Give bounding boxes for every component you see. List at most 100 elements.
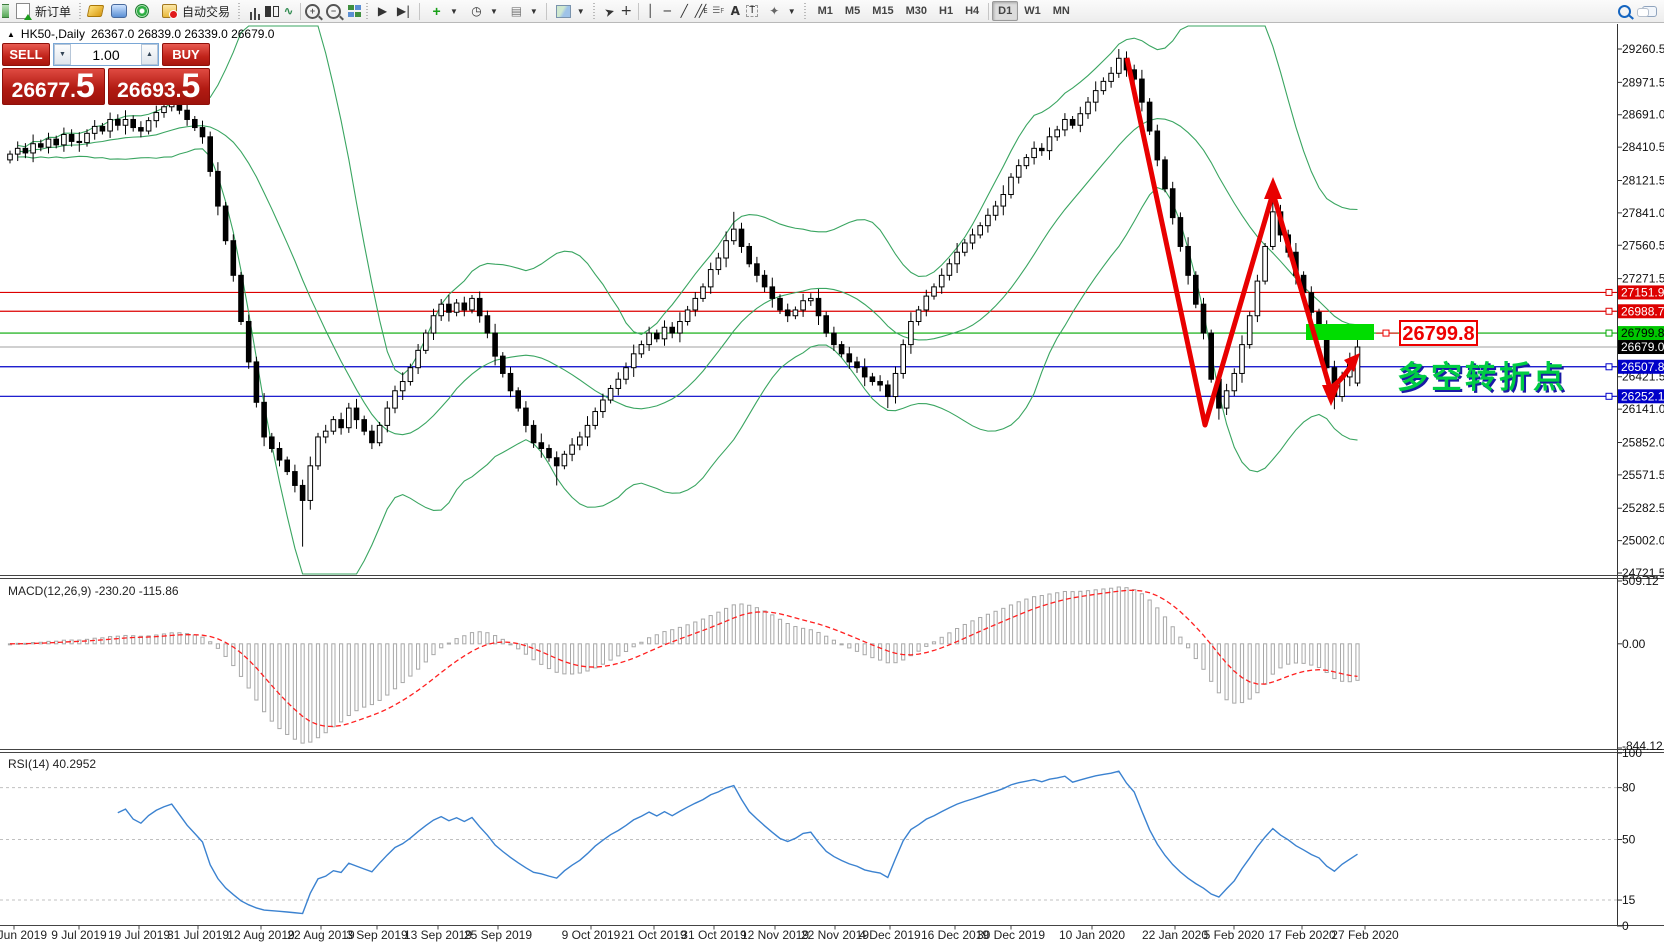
timeframe-m1[interactable]: M1 bbox=[817, 5, 833, 17]
fibonacci-icon[interactable]: ☰ F bbox=[712, 5, 725, 16]
macd-bar bbox=[854, 643, 860, 652]
macd-bar bbox=[485, 632, 490, 645]
chart-profile-button[interactable]: ▼ bbox=[550, 0, 590, 22]
autotrading-button[interactable]: 自动交易 bbox=[156, 0, 235, 22]
chart-shift-icon[interactable]: ▶| bbox=[396, 4, 411, 18]
candle bbox=[738, 222, 745, 253]
bollinger-lower bbox=[17, 148, 1358, 575]
sell-button[interactable]: SELL bbox=[2, 43, 50, 66]
candle bbox=[14, 141, 21, 162]
timeframe-h1[interactable]: H1 bbox=[939, 5, 954, 17]
vertical-line-icon[interactable]: │ bbox=[646, 4, 654, 18]
mql5-community-icon[interactable] bbox=[110, 3, 127, 20]
macd-bar bbox=[554, 643, 559, 673]
metaeditor-icon[interactable] bbox=[86, 3, 105, 20]
line-endpoint-marker[interactable] bbox=[1605, 363, 1613, 371]
crosshair-icon[interactable]: + bbox=[620, 3, 633, 19]
line-chart-icon[interactable]: ∿ bbox=[283, 4, 294, 18]
candle bbox=[569, 438, 575, 462]
candle bbox=[492, 323, 498, 366]
trendline-icon[interactable]: ╱ bbox=[680, 4, 688, 18]
line-endpoint-marker[interactable] bbox=[1605, 329, 1613, 337]
svg-text:12 Nov 2019: 12 Nov 2019 bbox=[741, 928, 809, 942]
volume-decrease-button[interactable]: ▼ bbox=[54, 44, 71, 65]
signals-icon[interactable] bbox=[133, 3, 150, 20]
svg-text:13 Sep 2019: 13 Sep 2019 bbox=[404, 928, 472, 942]
line-endpoint-marker[interactable] bbox=[1605, 307, 1613, 315]
candle bbox=[954, 243, 960, 274]
timeframe-d1[interactable]: D1 bbox=[992, 1, 1019, 21]
volume-input[interactable] bbox=[71, 44, 141, 65]
zoom-out-icon[interactable]: − bbox=[325, 3, 342, 20]
price-callout-box[interactable] bbox=[1399, 320, 1478, 346]
svg-text:27271.5: 27271.5 bbox=[1622, 272, 1664, 286]
candle bbox=[600, 393, 606, 418]
horizontal-line-icon[interactable]: ─ bbox=[663, 4, 671, 18]
macd-bar bbox=[901, 643, 906, 661]
sell-price-button[interactable]: 26677. 5 bbox=[2, 68, 105, 105]
candle bbox=[361, 415, 367, 436]
buy-button[interactable]: BUY bbox=[162, 43, 210, 66]
rsi-label: RSI(14) 40.2952 bbox=[8, 757, 96, 771]
macd-bar bbox=[1109, 587, 1114, 645]
timeframe-h4[interactable]: H4 bbox=[965, 5, 980, 17]
tile-windows-icon[interactable] bbox=[346, 3, 363, 20]
candlestick-chart-icon[interactable] bbox=[263, 3, 280, 20]
macd-bar bbox=[362, 643, 367, 708]
svg-text:30 Dec 2019: 30 Dec 2019 bbox=[977, 928, 1045, 942]
svg-text:31 Jul 2019: 31 Jul 2019 bbox=[167, 928, 229, 942]
indicators-button[interactable]: + ▼ bbox=[423, 0, 463, 22]
line-endpoint-marker[interactable] bbox=[1605, 288, 1613, 296]
turning-point-annotation[interactable]: 多空转折点 bbox=[1397, 360, 1567, 395]
new-order-button[interactable]: 新订单 bbox=[9, 0, 76, 22]
cursor-icon[interactable]: ➤ bbox=[602, 2, 616, 20]
candle bbox=[623, 362, 629, 385]
line-endpoint-marker[interactable] bbox=[1605, 392, 1613, 400]
timeframe-m15[interactable]: M15 bbox=[872, 5, 894, 17]
macd-bar bbox=[462, 635, 467, 645]
timeframe-m30[interactable]: M30 bbox=[905, 5, 928, 17]
chat-icon[interactable] bbox=[1637, 3, 1658, 20]
search-icon[interactable] bbox=[1616, 3, 1633, 20]
zoom-in-icon[interactable]: + bbox=[304, 3, 321, 20]
svg-text:3 Sep 2019: 3 Sep 2019 bbox=[346, 928, 408, 942]
collapse-triangle-icon[interactable]: ▲ bbox=[7, 29, 15, 39]
candle bbox=[1100, 77, 1107, 95]
volume-increase-button[interactable]: ▲ bbox=[141, 44, 158, 65]
equidistant-channel-icon[interactable]: ╱╱ E bbox=[694, 4, 708, 18]
candle bbox=[1092, 81, 1099, 112]
text-icon[interactable]: A bbox=[730, 4, 740, 18]
trend-zigzag-line[interactable] bbox=[1124, 57, 1334, 428]
buy-price-button[interactable]: 26693. 5 bbox=[107, 68, 210, 105]
arrows-button[interactable]: ✦ ▼ bbox=[761, 0, 801, 22]
bar-chart-icon[interactable] bbox=[246, 3, 263, 20]
candle bbox=[107, 112, 113, 138]
macd-bar bbox=[831, 639, 836, 645]
timeframe-mn[interactable]: MN bbox=[1052, 5, 1070, 17]
candle bbox=[376, 421, 383, 447]
toolbar-separator bbox=[419, 2, 421, 20]
macd-bar bbox=[192, 634, 197, 645]
timeframe-m5[interactable]: M5 bbox=[844, 5, 861, 17]
mini-up-arrow[interactable] bbox=[1323, 362, 1355, 394]
periods-button[interactable]: ◷ ▼ bbox=[463, 0, 503, 22]
candle bbox=[484, 310, 491, 339]
macd-bar bbox=[1332, 643, 1337, 680]
callout-marker bbox=[1382, 329, 1390, 337]
svg-text:9 Oct 2019: 9 Oct 2019 bbox=[562, 928, 621, 942]
auto-scroll-icon[interactable]: ▶ bbox=[377, 4, 388, 18]
templates-button[interactable]: ▤ ▼ bbox=[503, 0, 543, 22]
autotrading-label: 自动交易 bbox=[182, 4, 231, 19]
macd-signal-line bbox=[9, 589, 1358, 728]
svg-text:26988.7: 26988.7 bbox=[1621, 304, 1664, 318]
macd-bar bbox=[1039, 595, 1044, 645]
candle bbox=[22, 143, 29, 159]
candle bbox=[584, 416, 591, 447]
macd-bar bbox=[739, 603, 744, 645]
svg-text:21 Oct 2019: 21 Oct 2019 bbox=[621, 928, 687, 942]
text-label-icon[interactable]: T bbox=[744, 3, 761, 20]
timeframe-w1[interactable]: W1 bbox=[1024, 5, 1041, 17]
svg-text:26 Jun 2019: 26 Jun 2019 bbox=[0, 928, 47, 942]
highlight-rectangle[interactable] bbox=[1306, 324, 1374, 340]
